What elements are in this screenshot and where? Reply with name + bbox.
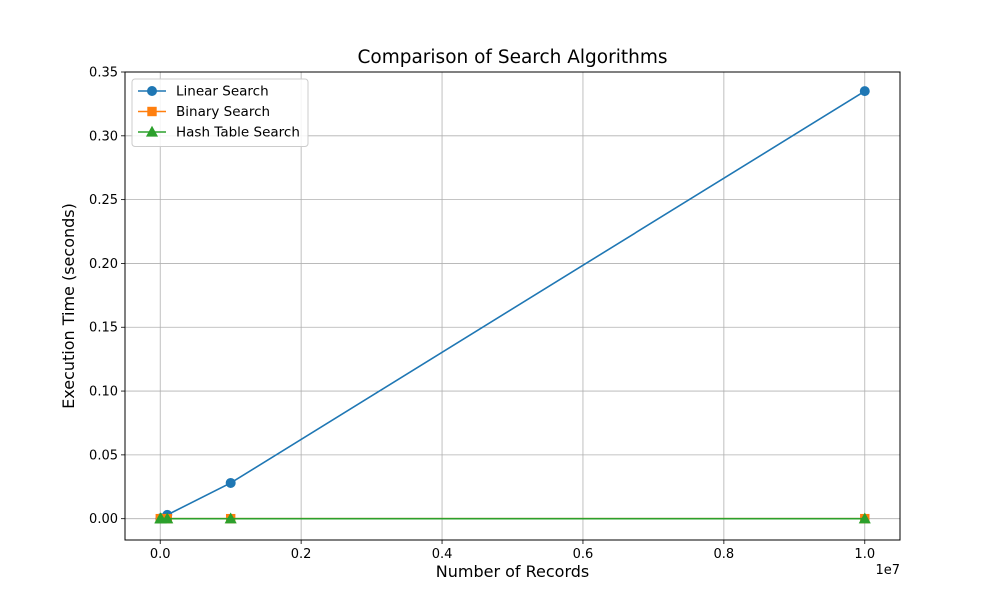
legend-entry: Linear Search bbox=[138, 84, 269, 100]
legend-marker bbox=[145, 125, 159, 137]
data-point bbox=[224, 512, 237, 524]
series-hash-table-search bbox=[154, 512, 871, 524]
legend-label: Binary Search bbox=[176, 104, 270, 120]
y-tick-label: 0.10 bbox=[89, 385, 118, 400]
x-tick-label: 0.6 bbox=[573, 547, 594, 562]
x-tick-label: 0.2 bbox=[291, 547, 312, 562]
legend-label: Hash Table Search bbox=[176, 125, 300, 141]
y-tick-label: 0.00 bbox=[89, 512, 118, 527]
legend-marker bbox=[147, 86, 157, 96]
series-layer bbox=[154, 86, 871, 524]
y-tick-label: 0.05 bbox=[89, 448, 118, 463]
legend-box bbox=[131, 78, 309, 147]
legend-label: Linear Search bbox=[176, 84, 269, 100]
x-axis-offset-label: 1e7 bbox=[875, 563, 900, 578]
x-tick-label: 0.4 bbox=[432, 547, 453, 562]
y-tick-label: 0.25 bbox=[89, 193, 118, 208]
x-tick-label: 1.0 bbox=[854, 547, 875, 562]
legend-entry: Binary Search bbox=[138, 104, 270, 120]
data-point bbox=[859, 86, 870, 97]
legend: Linear Search Binary Search Hash Table Sea… bbox=[131, 78, 309, 147]
plot-frame bbox=[124, 71, 901, 541]
data-point bbox=[225, 477, 236, 488]
data-point bbox=[161, 512, 174, 524]
legend-entry: Hash Table Search bbox=[138, 125, 300, 141]
chart-title: Comparison of Search Algorithms bbox=[357, 47, 667, 68]
y-tick-label: 0.30 bbox=[89, 129, 118, 144]
x-tick-label: 0.8 bbox=[714, 547, 735, 562]
y-tick-label: 0.35 bbox=[89, 66, 118, 81]
x-tick-label: 0.0 bbox=[150, 547, 171, 562]
tick-layer: 0.0 0.2 0.4 0.6 0.8 1.0 0.00 0.05 0.10 0.15 0.20 0.… bbox=[89, 66, 875, 563]
y-axis-label: Execution Time (seconds) bbox=[59, 203, 78, 409]
legend-marker bbox=[147, 106, 157, 117]
y-tick-label: 0.20 bbox=[89, 257, 118, 272]
x-axis-label: Number of Records bbox=[436, 562, 589, 581]
y-tick-label: 0.15 bbox=[89, 321, 118, 336]
data-point bbox=[858, 512, 871, 524]
